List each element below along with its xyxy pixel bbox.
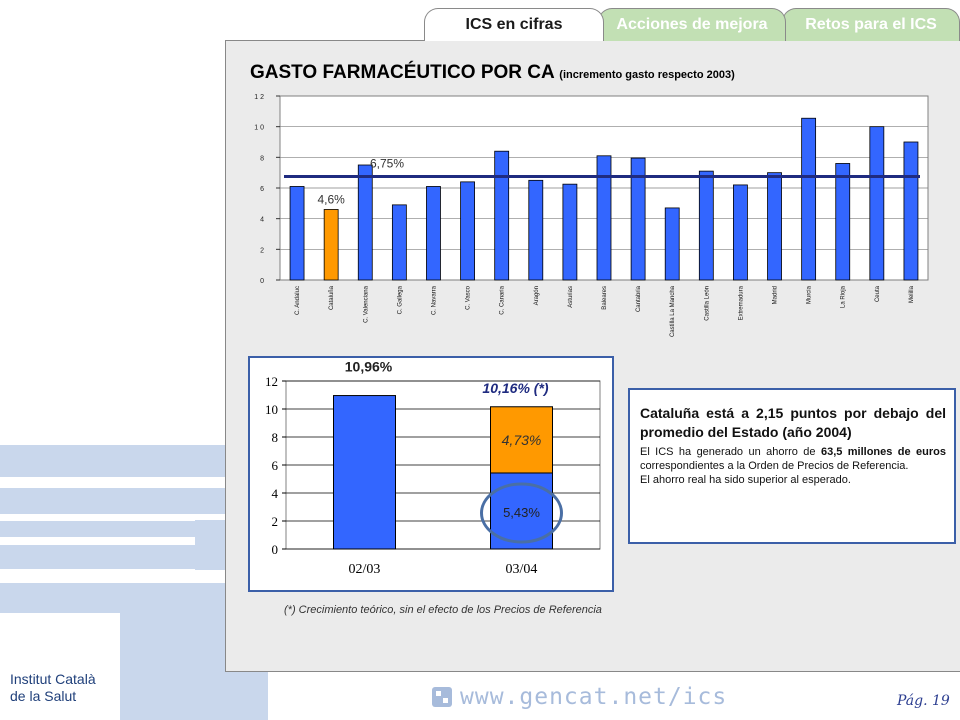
y-tick-label: 8 bbox=[260, 155, 264, 162]
y-tick-label: 6 bbox=[272, 458, 279, 473]
bar-segment bbox=[490, 406, 553, 474]
bar bbox=[596, 155, 612, 281]
x-tick-label: Ceuta bbox=[875, 285, 881, 302]
info-headline: Cataluña está a 2,15 puntos por debajo d… bbox=[640, 405, 946, 440]
y-tick-label: 4 bbox=[272, 486, 279, 501]
bar-segment bbox=[333, 395, 396, 550]
x-tick-label: Cantabria bbox=[636, 285, 642, 312]
tab-ics-en-cifras[interactable]: ICS en cifras bbox=[424, 8, 604, 41]
bar bbox=[835, 163, 851, 281]
y-tick-label: 0 bbox=[272, 542, 279, 557]
segment-label: 5,43% bbox=[503, 505, 540, 520]
x-tick-label: Castilla La Mancha bbox=[670, 285, 676, 337]
logo-bar bbox=[0, 521, 250, 537]
info-body: El ICS ha generado un ahorro de 63,5 mil… bbox=[640, 445, 946, 487]
highlight-ellipse bbox=[480, 482, 563, 544]
info-body-bold: 63,5 millones de euros bbox=[820, 446, 946, 458]
info-body-pre: El ICS ha generado un ahorro de bbox=[640, 446, 821, 458]
y-tick-label: 2 bbox=[272, 514, 279, 529]
logo-bar bbox=[0, 445, 250, 477]
org-line-2: de la Salut bbox=[10, 688, 77, 704]
bar bbox=[698, 170, 714, 281]
bar bbox=[323, 209, 339, 281]
website-text: www.gencat.net/ics bbox=[460, 684, 728, 710]
bar bbox=[494, 150, 510, 281]
info-body-post: correspondientes a la Orden de Precios d… bbox=[640, 460, 909, 472]
x-tick-label: C. Andaluc bbox=[295, 286, 301, 315]
pharma-spending-bar-chart: 0 2 4 6 8 1 0 1 2 C. Andaluc Cataluña C. Valencia… bbox=[254, 94, 929, 337]
average-label: 6,75% bbox=[370, 157, 404, 171]
bar bbox=[903, 141, 919, 281]
y-tick-label: 4 bbox=[260, 217, 264, 224]
segment-label: 4,73% bbox=[502, 432, 542, 448]
page-number: Pág. 19 bbox=[897, 693, 950, 709]
y-tick-label: 0 bbox=[260, 278, 264, 285]
grid-icon bbox=[432, 687, 452, 707]
info-box: Cataluña está a 2,15 puntos por debajo d… bbox=[628, 388, 956, 544]
y-tick-label: 6 bbox=[260, 186, 264, 193]
x-tick-label: Baleares bbox=[602, 286, 608, 310]
bar bbox=[391, 204, 407, 281]
logo-bar bbox=[0, 488, 250, 514]
footnote: (*) Crecimiento teórico, sin el efecto d… bbox=[284, 604, 602, 616]
x-tick-label: Melilla bbox=[909, 285, 915, 303]
x-tick-label: C. Canaria bbox=[500, 285, 506, 314]
x-tick-label: 02/03 bbox=[349, 562, 381, 577]
title-subtitle: (incremento gasto respecto 2003) bbox=[559, 69, 735, 81]
bar-total-label: 10,96% bbox=[345, 359, 393, 375]
tab-acciones-de-mejora[interactable]: Acciones de mejora bbox=[598, 8, 786, 41]
x-tick-label: 03/04 bbox=[506, 562, 538, 577]
bar bbox=[357, 164, 373, 281]
info-body-line2: El ahorro real ha sido superior al esper… bbox=[640, 474, 851, 486]
x-tick-label: Castilla León bbox=[704, 286, 710, 321]
x-tick-label: C. Gallega bbox=[397, 285, 403, 314]
y-tick-label: 1 2 bbox=[254, 94, 264, 101]
bar bbox=[528, 179, 544, 281]
bar bbox=[869, 126, 885, 281]
tab-retos-para-el-ics[interactable]: Retos para el ICS bbox=[782, 8, 960, 41]
bar bbox=[289, 186, 305, 281]
highlight-label: 4,6% bbox=[317, 192, 345, 206]
org-name: Institut Català de la Salut bbox=[10, 671, 96, 705]
x-tick-label: Extremadura bbox=[738, 285, 744, 320]
y-tick-label: 10 bbox=[265, 402, 278, 417]
bar bbox=[664, 207, 680, 281]
catalonia-stacked-bar-chart: 0 2 4 6 8 10 12 02/03 03/04 10,96% 10,16% (*) 4,73%… bbox=[248, 356, 614, 592]
bar bbox=[630, 157, 646, 281]
y-tick-label: 2 bbox=[260, 247, 264, 254]
title-text: GASTO FARMACÉUTICO POR CA bbox=[250, 62, 555, 83]
logo-bar bbox=[195, 520, 225, 570]
x-tick-label: Madrid bbox=[773, 286, 779, 304]
x-tick-label: La Rioja bbox=[841, 285, 847, 308]
y-tick-label: 8 bbox=[272, 430, 279, 445]
bar bbox=[460, 181, 475, 281]
x-tick-label: Aragón bbox=[534, 286, 540, 305]
bar bbox=[562, 183, 578, 281]
org-line-1: Institut Català bbox=[10, 671, 96, 687]
logo-bar bbox=[0, 583, 250, 613]
x-tick-label: C. Valenciana bbox=[363, 285, 369, 323]
bar bbox=[801, 117, 817, 281]
website-link[interactable]: www.gencat.net/ics bbox=[432, 684, 727, 710]
bar bbox=[426, 186, 441, 281]
bar bbox=[767, 172, 782, 281]
x-tick-label: C. Vasco bbox=[466, 285, 472, 310]
bar bbox=[733, 184, 748, 281]
x-tick-label: Cataluña bbox=[329, 285, 335, 310]
x-tick-label: C. Navarra bbox=[431, 285, 437, 315]
page-title: GASTO FARMACÉUTICO POR CA (incremento ga… bbox=[250, 62, 735, 84]
y-tick-label: 12 bbox=[265, 374, 278, 389]
bar-total-label: 10,16% (*) bbox=[482, 380, 548, 396]
x-tick-label: Murcia bbox=[807, 285, 813, 304]
y-tick-label: 1 0 bbox=[254, 125, 264, 132]
x-tick-label: Asturias bbox=[568, 286, 574, 308]
